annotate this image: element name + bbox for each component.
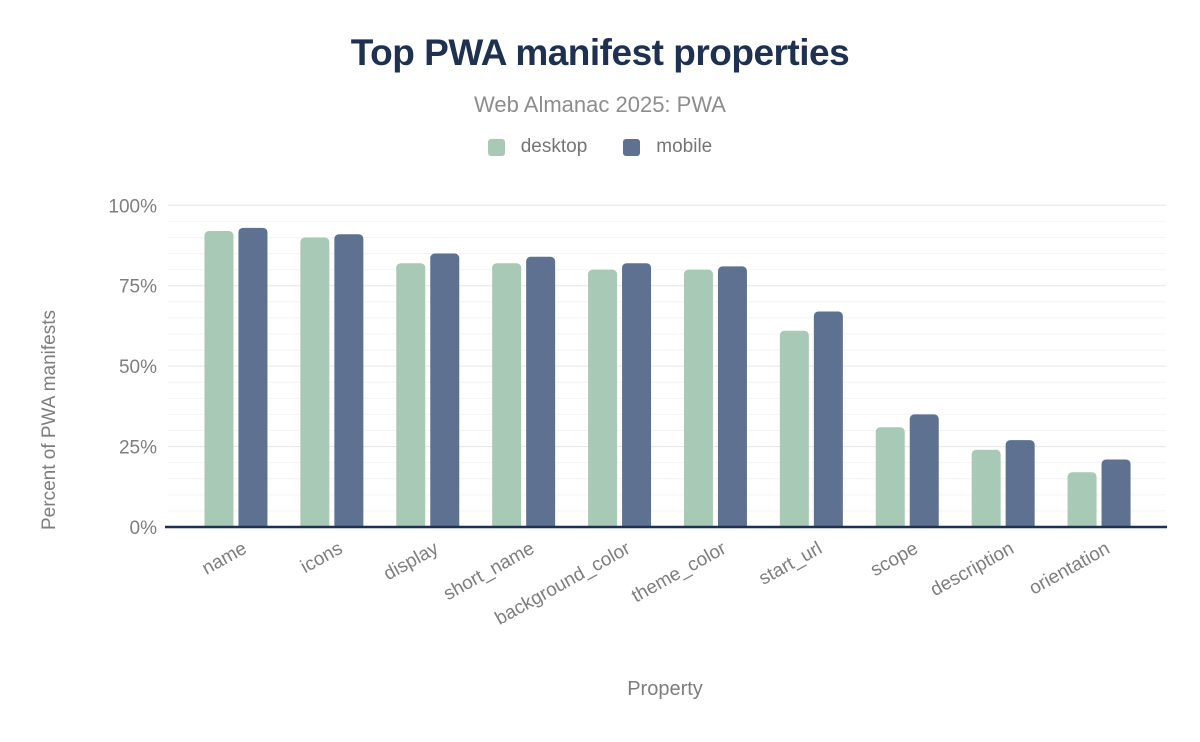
x-tick-label: icons	[297, 538, 346, 578]
x-tick-label: orientation	[1026, 538, 1114, 599]
bar-mobile-background_color[interactable]	[622, 263, 652, 527]
x-tick-label: display	[380, 538, 442, 585]
y-tick-label: 25%	[119, 438, 157, 459]
y-axis-title: Percent of PWA manifests	[39, 310, 60, 530]
bar-desktop-icons[interactable]	[300, 237, 330, 527]
legend-item-mobile: mobile	[623, 136, 712, 158]
legend-swatch-mobile-icon	[623, 138, 641, 156]
bar-mobile-icons[interactable]	[334, 234, 364, 528]
chart-subtitle: Web Almanac 2025: PWA	[474, 92, 726, 117]
y-tick-label: 0%	[130, 518, 158, 539]
x-tick-label: description	[927, 538, 1018, 601]
legend-label-desktop: desktop	[520, 136, 588, 157]
bar-mobile-theme_color[interactable]	[717, 266, 747, 527]
bar-mobile-display[interactable]	[430, 253, 460, 527]
bar-desktop-orientation[interactable]	[1067, 472, 1097, 527]
bar-desktop-description[interactable]	[971, 449, 1001, 527]
y-tick-label: 75%	[119, 277, 157, 298]
bar-mobile-short_name[interactable]	[526, 256, 556, 527]
bar-desktop-background_color[interactable]	[588, 269, 618, 527]
x-tick-label: theme_color	[628, 538, 730, 607]
bar-desktop-theme_color[interactable]	[683, 269, 713, 527]
bar-desktop-start_url[interactable]	[779, 330, 809, 527]
bar-mobile-description[interactable]	[1005, 440, 1035, 527]
legend-swatch-desktop-icon	[487, 138, 505, 156]
y-tick-label: 50%	[119, 357, 157, 378]
x-tick-label: start_url	[756, 538, 826, 590]
bar-desktop-scope[interactable]	[875, 427, 905, 527]
bar-mobile-orientation[interactable]	[1101, 459, 1131, 527]
x-axis-title: Property	[627, 678, 703, 700]
x-tick-label: name	[199, 538, 251, 579]
legend-label-mobile: mobile	[656, 136, 713, 157]
y-tick-label: 100%	[108, 196, 157, 217]
bar-desktop-display[interactable]	[396, 263, 426, 527]
chart-legend: desktop mobile	[0, 136, 1200, 158]
bar-desktop-short_name[interactable]	[492, 263, 522, 527]
bar-mobile-name[interactable]	[238, 227, 268, 527]
x-tick-label: scope	[867, 538, 922, 581]
legend-item-desktop: desktop	[487, 136, 588, 158]
chart-title: Top PWA manifest properties	[350, 32, 850, 73]
bar-mobile-scope[interactable]	[909, 414, 939, 527]
bar-desktop-name[interactable]	[204, 231, 234, 527]
bar-mobile-start_url[interactable]	[813, 311, 843, 527]
